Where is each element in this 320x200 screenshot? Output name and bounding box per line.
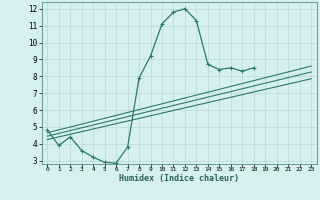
X-axis label: Humidex (Indice chaleur): Humidex (Indice chaleur) — [119, 174, 239, 183]
